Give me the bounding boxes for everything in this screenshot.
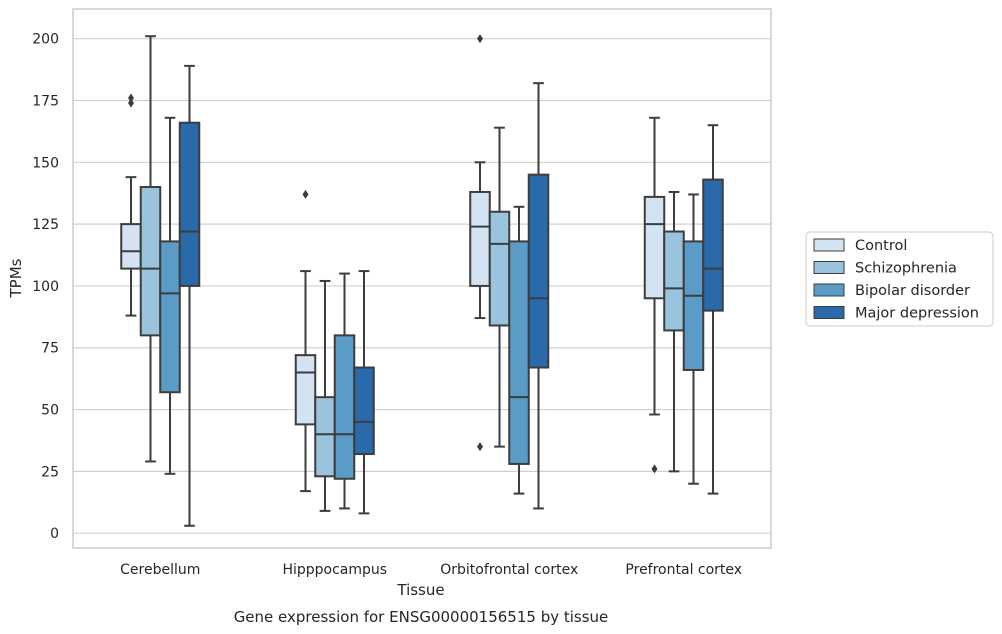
- x-tick-labels: Cerebellum Hipppocampus Orbitofrontal cort…: [120, 562, 742, 578]
- box-body: [527, 173, 550, 369]
- box-schizophrenia: [139, 35, 162, 463]
- legend-frame: [805, 231, 994, 327]
- y-tick-label: 50: [41, 403, 59, 419]
- y-tick-label: 150: [32, 155, 59, 171]
- y-tick-label: 25: [41, 464, 59, 480]
- y-axis-label: TPMs: [7, 258, 25, 298]
- box-body: [159, 240, 181, 394]
- box-major-depression: [527, 82, 550, 510]
- boxes: [120, 34, 724, 527]
- y-tick-labels: 0 25 50 75 100 125 150 175 200: [32, 32, 59, 542]
- box-body: [294, 354, 317, 426]
- box-body: [178, 121, 201, 287]
- outlier-marker: [651, 464, 658, 474]
- box-body: [314, 396, 336, 478]
- box-schizophrenia: [488, 126, 511, 448]
- outlier-marker: [128, 98, 134, 108]
- y-tick-label: 75: [41, 341, 59, 357]
- box-body: [663, 230, 685, 332]
- legend-label: Bipolar disorder: [855, 283, 970, 299]
- box-control: [294, 189, 317, 493]
- y-tick-label: 175: [32, 93, 59, 109]
- outlier-marker: [128, 93, 134, 103]
- y-tick-label: 200: [32, 32, 59, 48]
- box-major-depression: [178, 64, 201, 527]
- box-bipolar-disorder: [159, 116, 181, 475]
- box-schizophrenia: [663, 190, 685, 473]
- box-control: [469, 34, 491, 452]
- x-tick-label: Prefrontal cortex: [625, 562, 742, 578]
- x-axis-label: Tissue: [396, 581, 444, 599]
- box-control: [120, 93, 142, 317]
- outlier-marker: [477, 34, 483, 44]
- box-bipolar-disorder: [333, 272, 356, 510]
- y-tick-label: 0: [50, 526, 59, 542]
- outlier-marker: [302, 189, 309, 199]
- box-body: [353, 366, 375, 456]
- box-major-depression: [353, 270, 375, 515]
- box-body: [508, 240, 530, 465]
- legend: Control Schizophrenia Bipolar disorder Majo…: [805, 231, 994, 327]
- box-body: [139, 186, 162, 337]
- box-major-depression: [702, 124, 724, 495]
- chart-title: Gene expression for ENSG00000156515 by t…: [234, 608, 609, 626]
- x-tick-label: Orbitofrontal cortex: [440, 562, 578, 578]
- box-control: [643, 116, 666, 474]
- plot-area-frame: [72, 8, 772, 549]
- box-body: [682, 240, 705, 371]
- box-body: [333, 334, 356, 480]
- legend-label: Major depression: [855, 306, 979, 322]
- x-tick-label: Hipppocampus: [282, 562, 387, 578]
- box-body: [702, 178, 724, 312]
- legend-swatch: [813, 283, 845, 297]
- legend-swatch: [813, 238, 845, 252]
- legend-swatch: [813, 306, 845, 319]
- outlier-marker: [477, 442, 483, 452]
- box-body: [643, 195, 666, 300]
- y-tick-label: 100: [32, 279, 59, 295]
- x-tick-label: Cerebellum: [120, 562, 200, 578]
- box-body: [469, 190, 491, 287]
- box-body: [120, 223, 142, 270]
- box-body: [488, 210, 511, 327]
- box-bipolar-disorder: [508, 205, 530, 495]
- legend-label: Schizophrenia: [855, 261, 957, 277]
- legend-label: Control: [855, 238, 907, 254]
- box-schizophrenia: [314, 279, 336, 512]
- box-bipolar-disorder: [682, 193, 705, 485]
- legend-swatch: [813, 261, 845, 274]
- y-tick-label: 125: [32, 217, 59, 233]
